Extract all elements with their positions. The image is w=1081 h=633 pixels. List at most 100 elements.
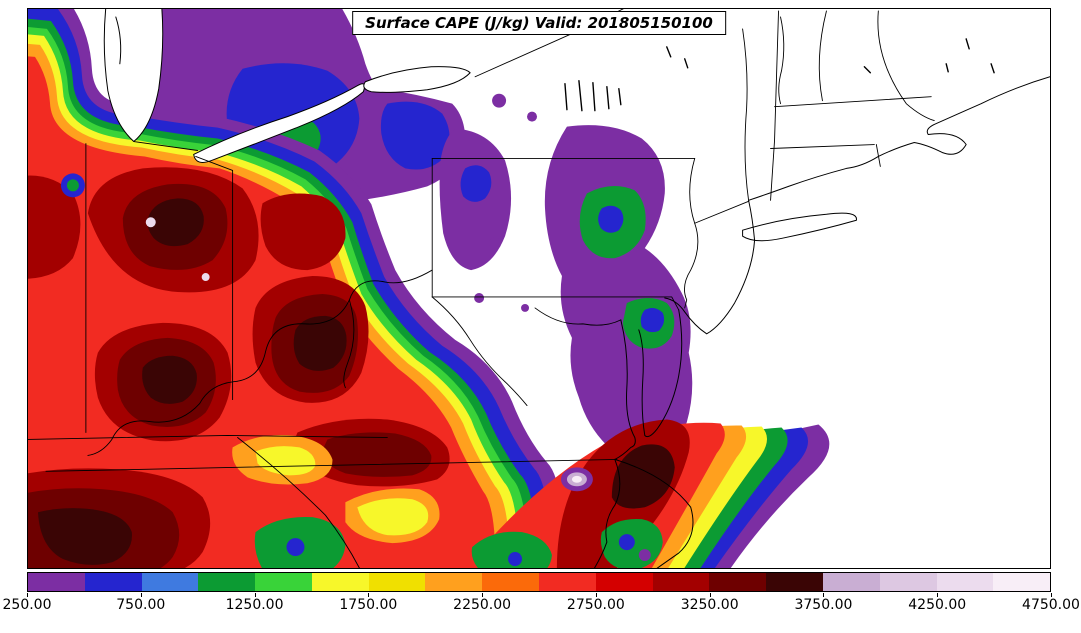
colorbar-tick-label: 2750.00 [566, 597, 625, 613]
small-lakes [564, 38, 995, 112]
colorbar-segment [255, 573, 312, 591]
maine-lakes [945, 38, 995, 74]
border-nh-me [877, 10, 935, 122]
colorbar-segment [652, 573, 710, 591]
coastline-delmarva [638, 309, 683, 438]
colorbar-tickmark [140, 593, 142, 597]
cape-region-westpa-blue [460, 165, 492, 202]
lake-ontario [363, 66, 471, 93]
geography [28, 9, 1050, 568]
colorbar-tick-label: 1750.00 [339, 597, 398, 613]
cape-core-left-edge [28, 175, 81, 279]
border-tn-nc [237, 437, 360, 568]
colorbar-tickmark [709, 593, 711, 597]
colorbar-segment [539, 573, 596, 591]
cape-streak-blue-bottom-2 [508, 552, 523, 567]
potomac-river [534, 307, 622, 326]
adirondack-lakes [666, 46, 689, 69]
colorbar-segment [28, 573, 85, 591]
cape-patch-yellow-south [255, 446, 316, 476]
cape-region-eastpa-blue [598, 205, 624, 233]
colorbar [27, 572, 1051, 592]
coastline-newjersey [664, 199, 756, 335]
colorbar-tick-label: 250.00 [2, 597, 52, 613]
colorbar-tickmark [27, 593, 28, 597]
colorbar-segment [822, 573, 880, 591]
long-island [742, 212, 857, 242]
colorbar-tick-label: 750.00 [116, 597, 166, 613]
cape-core-westvirginia-max [293, 315, 347, 371]
ohio-river [87, 269, 433, 456]
colorbar-segment [993, 573, 1051, 591]
colorbar-segment [936, 573, 994, 591]
hudson-river [742, 28, 750, 201]
colorbar-segment [368, 573, 426, 591]
cape-patch-yellow-bottom [357, 498, 429, 536]
colorbar-segment [482, 573, 540, 591]
cape-region-eastpa-chesapeake [544, 125, 693, 460]
border-ky-tn [28, 435, 388, 440]
cape-speck-pa-2 [527, 111, 538, 122]
cape-core-coastal-max [611, 444, 675, 509]
colorbar-tickmark [823, 593, 825, 597]
colorbar-segment [879, 573, 937, 591]
cape-streak-green-bottom-2 [471, 531, 552, 568]
cape-spot-ohio [201, 273, 210, 282]
border-ma-south [770, 144, 881, 167]
colorbar-tickmark [595, 593, 597, 597]
nh-lakes [863, 66, 872, 74]
cape-core-kentucky-max [142, 355, 197, 404]
colorbar-tick-label: 4750.00 [1022, 597, 1080, 613]
colorbar-tickmark [254, 593, 256, 597]
cape-speck-pa-3 [489, 237, 502, 250]
cape-ring-green-illinois [66, 179, 79, 192]
cape-core-bottom-left-max [37, 508, 132, 565]
title-text: Surface CAPE (J/kg) Valid: 201805150100 [365, 14, 713, 32]
cape-speck-pa-5 [521, 303, 530, 312]
colorbar-tick-label: 3750.00 [794, 597, 853, 613]
border-ny-nj [694, 200, 750, 224]
cape-core-central-ohio [260, 193, 346, 271]
state-borders [28, 9, 935, 568]
cape-map-svg [28, 9, 1050, 568]
title-box: Surface CAPE (J/kg) Valid: 201805150100 [352, 11, 726, 35]
pamlico-shore [593, 458, 621, 568]
cape-region-maryland-blue [640, 308, 665, 333]
lake-champlain [778, 16, 785, 105]
border-ma-north [774, 96, 932, 108]
border-va-nc [45, 458, 618, 472]
colorbar-segment [766, 573, 823, 591]
border-mi-oh [133, 141, 234, 171]
cape-speck-pa-4 [474, 292, 485, 303]
colorbar-segment [311, 573, 369, 591]
cape-speck-pa-1 [492, 93, 507, 108]
cape-region-ny-border-blue [380, 101, 450, 170]
colorbar-segment [198, 573, 256, 591]
colorbar-tick-label: 2250.00 [453, 597, 512, 613]
colorbar-tickmark [368, 593, 370, 597]
colorbar-tickmark [937, 593, 939, 597]
border-wv-va [431, 296, 528, 407]
green-bay-shore [115, 16, 122, 65]
cape-streak-blue-bottom-1 [286, 538, 305, 557]
cape-core-ohio-indiana-max [147, 198, 204, 247]
border-vt-nh [818, 10, 827, 102]
map-area: Surface CAPE (J/kg) Valid: 201805150100 [27, 8, 1051, 569]
coastline-newengland [748, 76, 1050, 201]
colorbar-segment [84, 573, 142, 591]
cape-spot-kentucky [145, 217, 156, 228]
border-ny-east [770, 10, 779, 201]
colorbar-tick-label: 1250.00 [225, 597, 284, 613]
cape-streak-purple-sounds [638, 549, 651, 562]
border-mason-dixon [431, 296, 680, 311]
border-wv-ky [343, 299, 355, 389]
colorbar-tickmark [482, 593, 484, 597]
colorbar-tick-labels: 250.00 750.00 1250.00 1750.00 2250.00 2750.00… [3, 593, 1080, 617]
colorbar-segment [141, 573, 199, 591]
border-delaware-river [684, 158, 699, 309]
lake-erie [193, 83, 365, 163]
chesapeake-bay [614, 319, 636, 460]
colorbar-tick-label: 3250.00 [680, 597, 739, 613]
colorbar-segment [709, 573, 767, 591]
